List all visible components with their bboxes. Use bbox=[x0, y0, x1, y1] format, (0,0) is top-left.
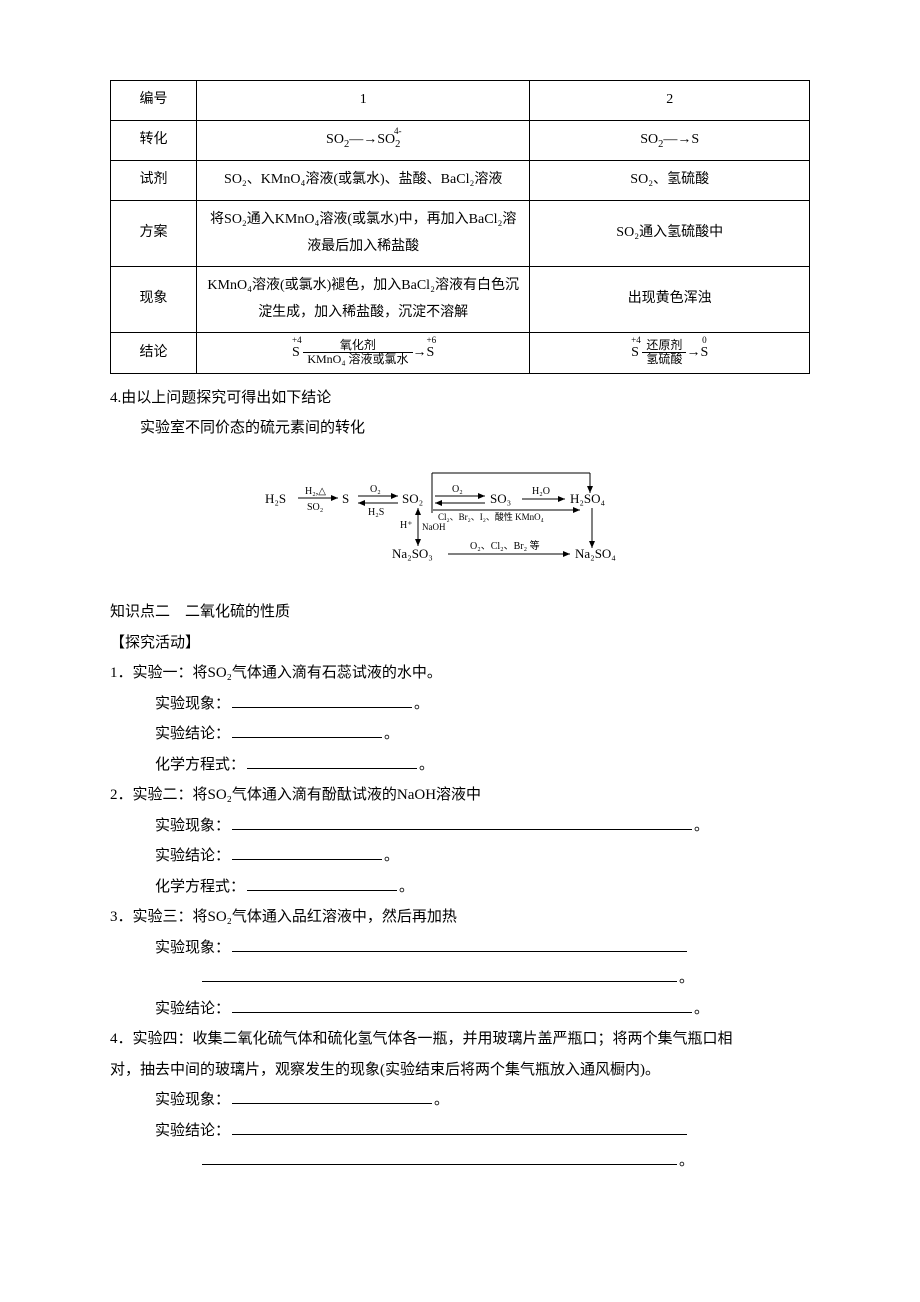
blank bbox=[232, 1089, 432, 1104]
exp4-title: 4．实验四：收集二氧化硫气体和硫化氢气体各一瓶，并用玻璃片盖严瓶口；将两个集气瓶… bbox=[110, 1025, 810, 1054]
row-conc-1: +4S 氧化剂KMnO₄ 溶液或氯水→+6S bbox=[197, 333, 530, 374]
exp3-a: 实验现象： bbox=[110, 934, 810, 963]
exp2-a: 实验现象：。 bbox=[110, 812, 810, 841]
sulfur-transform-diagram: H₂S H₂,△ SO₂ S O₂ H₂S SO₂ O₂ SO₃ bbox=[110, 458, 810, 579]
row-reagent-label: 试剂 bbox=[111, 161, 197, 201]
row-phenom-2: 出现黄色浑浊 bbox=[530, 267, 810, 333]
blank bbox=[247, 876, 397, 891]
blank bbox=[202, 1150, 677, 1165]
svg-text:H₂SO₄: H₂SO₄ bbox=[570, 491, 606, 506]
exp1-a: 实验现象：。 bbox=[110, 690, 810, 719]
sec4-title: 4.由以上问题探究可得出如下结论 bbox=[110, 384, 810, 413]
row-phenom-1: KMnO₄溶液(或氯水)褪色，加入BaCl₂溶液有白色沉淀生成，加入稀盐酸，沉淀… bbox=[197, 267, 530, 333]
svg-text:H₂,△: H₂,△ bbox=[305, 486, 326, 497]
row-phenom-label: 现象 bbox=[111, 267, 197, 333]
row-plan-2: SO₂通入氢硫酸中 bbox=[530, 200, 810, 266]
th-num: 编号 bbox=[111, 81, 197, 121]
svg-text:NaOH: NaOH bbox=[422, 522, 446, 532]
blank bbox=[232, 845, 382, 860]
svg-text:SO₂: SO₂ bbox=[402, 491, 423, 506]
kp2-sub: 【探究活动】 bbox=[110, 629, 810, 658]
exp1-b: 实验结论：。 bbox=[110, 720, 810, 749]
row-convert-2: SO2—→S bbox=[530, 120, 810, 161]
blank bbox=[232, 815, 692, 830]
row-reagent-1: SO₂、KMnO₄溶液(或氯水)、盐酸、BaCl₂溶液 bbox=[197, 161, 530, 201]
svg-text:H₂O: H₂O bbox=[532, 486, 550, 497]
row-conc-label: 结论 bbox=[111, 333, 197, 374]
blank bbox=[232, 1120, 687, 1135]
kp2-title: 知识点二 二氧化硫的性质 bbox=[110, 598, 810, 627]
exp2-b: 实验结论：。 bbox=[110, 842, 810, 871]
exp1-c: 化学方程式：。 bbox=[110, 751, 810, 780]
row-plan-label: 方案 bbox=[111, 200, 197, 266]
svg-text:Na₂SO₃: Na₂SO₃ bbox=[392, 546, 433, 561]
exp2-title: 2．实验二：将SO₂气体通入滴有酚酞试液的NaOH溶液中 bbox=[110, 781, 810, 810]
exp4-a: 实验现象：。 bbox=[110, 1086, 810, 1115]
svg-text:Cl₂、Br₂、I₂、酸性 KMnO₄: Cl₂、Br₂、I₂、酸性 KMnO₄ bbox=[438, 511, 544, 522]
row-convert-label: 转化 bbox=[111, 120, 197, 161]
exp1-title: 1．实验一：将SO₂气体通入滴有石蕊试液的水中。 bbox=[110, 659, 810, 688]
svg-text:SO₂: SO₂ bbox=[307, 502, 323, 513]
svg-text:H₂S: H₂S bbox=[265, 491, 286, 506]
exp3-b: 实验结论：。 bbox=[110, 995, 810, 1024]
svg-text:SO₃: SO₃ bbox=[490, 491, 511, 506]
sec4-sub: 实验室不同价态的硫元素间的转化 bbox=[110, 414, 810, 443]
exp4-b2: 。 bbox=[110, 1147, 810, 1176]
exp3-a2: 。 bbox=[110, 964, 810, 993]
svg-text:S: S bbox=[342, 491, 349, 506]
row-convert-1: SO2—→SO24- bbox=[197, 120, 530, 161]
svg-text:Na₂SO₄: Na₂SO₄ bbox=[575, 546, 616, 561]
exp4-title2: 对，抽去中间的玻璃片，观察发生的现象(实验结束后将两个集气瓶放入通风橱内)。 bbox=[110, 1056, 810, 1085]
blank bbox=[247, 754, 417, 769]
blank bbox=[232, 998, 692, 1013]
svg-text:H₂S: H₂S bbox=[368, 507, 384, 518]
row-reagent-2: SO₂、氢硫酸 bbox=[530, 161, 810, 201]
svg-text:O₂: O₂ bbox=[452, 484, 463, 495]
blank bbox=[232, 937, 687, 952]
exp4-b: 实验结论： bbox=[110, 1117, 810, 1146]
conversion-table: 编号 1 2 转化 SO2—→SO24- SO2—→S 试剂 SO₂、KMnO₄… bbox=[110, 80, 810, 374]
svg-text:H⁺: H⁺ bbox=[400, 520, 413, 531]
svg-text:O₂、Cl₂、Br₂ 等: O₂、Cl₂、Br₂ 等 bbox=[470, 539, 540, 552]
row-plan-1: 将SO₂通入KMnO₄溶液(或氯水)中，再加入BaCl₂溶液最后加入稀盐酸 bbox=[197, 200, 530, 266]
blank bbox=[232, 723, 382, 738]
blank bbox=[202, 967, 677, 982]
th-2: 2 bbox=[530, 81, 810, 121]
blank bbox=[232, 693, 412, 708]
exp3-title: 3．实验三：将SO₂气体通入品红溶液中，然后再加热 bbox=[110, 903, 810, 932]
svg-text:O₂: O₂ bbox=[370, 484, 381, 495]
th-1: 1 bbox=[197, 81, 530, 121]
row-conc-2: +4S 还原剂氢硫酸→0S bbox=[530, 333, 810, 374]
exp2-c: 化学方程式：。 bbox=[110, 873, 810, 902]
